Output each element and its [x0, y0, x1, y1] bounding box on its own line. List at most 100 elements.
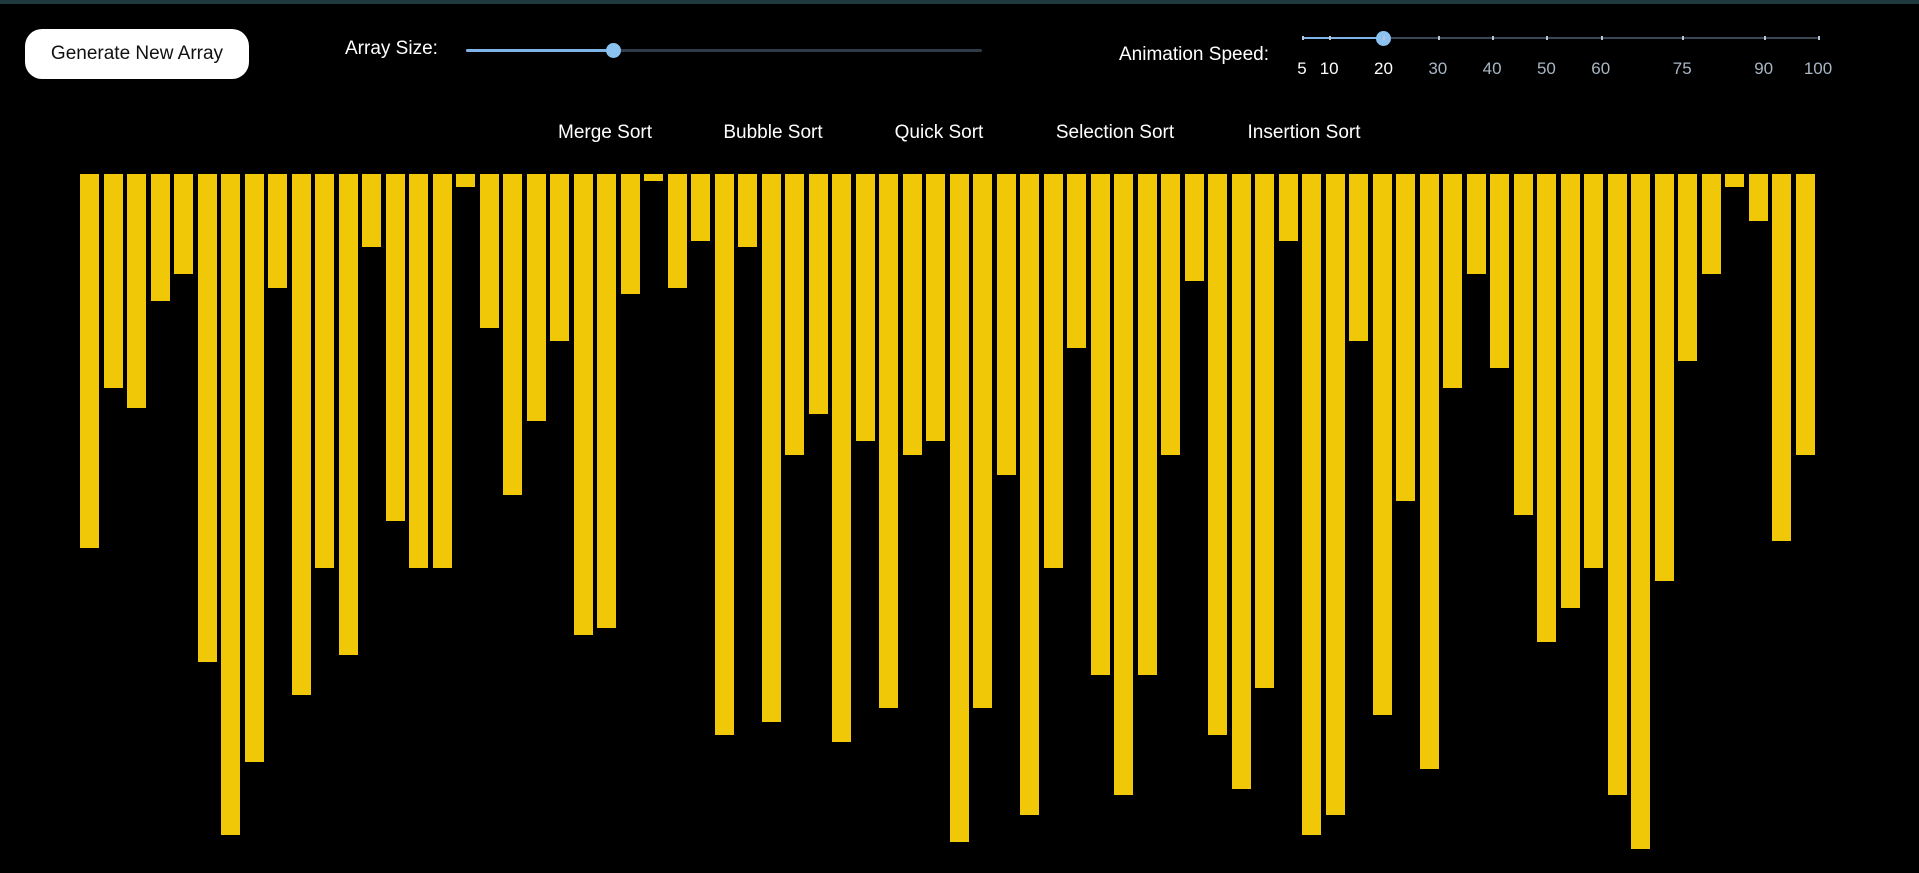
speed-tick-label: 30: [1428, 59, 1448, 78]
array-bar: [714, 174, 734, 736]
array-bar: [409, 174, 428, 569]
array-bar: [785, 174, 804, 455]
array-bar: [949, 174, 969, 842]
array-bar: [432, 174, 452, 569]
array-bar: [761, 174, 781, 722]
array-bar: [174, 174, 193, 275]
array-bar: [1396, 174, 1415, 502]
array-bar: [855, 174, 875, 442]
array-bar: [550, 174, 569, 341]
array-bar: [127, 174, 146, 408]
array-bar: [1795, 174, 1815, 455]
speed-tick-mark: [1600, 36, 1603, 40]
array-bar: [738, 174, 757, 248]
array-bar: [80, 174, 99, 549]
sort-selection-sort-link[interactable]: Selection Sort: [1055, 122, 1175, 143]
speed-tick-mark: [1329, 36, 1332, 40]
array-bar: [385, 174, 405, 522]
array-bar: [1208, 174, 1227, 736]
animation-speed-slider-fill: [1302, 37, 1384, 39]
array-bar: [1443, 174, 1462, 388]
speed-tick-label: 10: [1319, 59, 1339, 78]
array-bar: [1302, 174, 1321, 836]
array-size-slider-fill: [466, 49, 614, 52]
array-bar: [902, 174, 922, 455]
array-bar: [1654, 174, 1674, 582]
array-size-slider[interactable]: [466, 43, 982, 58]
array-bar: [808, 174, 828, 415]
sort-quick-sort-link[interactable]: Quick Sort: [894, 122, 984, 143]
array-bar: [1419, 174, 1439, 769]
sort-bubble-sort-link[interactable]: Bubble Sort: [723, 122, 823, 143]
array-bar: [926, 174, 945, 442]
array-bar: [879, 174, 898, 709]
top-border: [0, 0, 1919, 4]
speed-tick-mark: [1492, 36, 1495, 40]
array-bar: [244, 174, 264, 762]
array-bar: [1043, 174, 1063, 569]
array-bar: [573, 174, 593, 635]
array-bar: [150, 174, 170, 301]
array-bar: [1255, 174, 1274, 689]
array-bar: [620, 174, 640, 295]
array-bar: [1537, 174, 1556, 642]
speed-tick-label: 60: [1591, 59, 1611, 78]
array-bar: [1114, 174, 1133, 796]
array-bar: [1278, 174, 1298, 241]
speed-tick-label: 20: [1374, 59, 1393, 78]
array-bar: [691, 174, 710, 241]
speed-tick-label: 90: [1754, 59, 1774, 78]
array-bar: [1090, 174, 1110, 675]
sort-insertion-sort-link[interactable]: Insertion Sort: [1247, 122, 1361, 143]
array-bar: [1349, 174, 1368, 341]
animation-speed-label: Animation Speed:: [1119, 44, 1269, 65]
array-bar: [1161, 174, 1180, 455]
speed-tick-mark: [1302, 36, 1304, 40]
array-bar: [1725, 174, 1744, 188]
speed-tick-label: 100: [1803, 59, 1833, 78]
array-bar: [291, 174, 311, 696]
array-bar: [1231, 174, 1251, 789]
array-bar: [1513, 174, 1533, 515]
array-bar: [103, 174, 123, 388]
array-bar: [1560, 174, 1580, 609]
array-bar: [832, 174, 851, 742]
speed-tick-mark: [1383, 36, 1386, 40]
speed-tick-mark: [1818, 36, 1820, 40]
sort-merge-sort-link[interactable]: Merge Sort: [558, 122, 652, 143]
array-bar: [1020, 174, 1039, 816]
speed-tick-mark: [1437, 36, 1440, 40]
array-bar: [1584, 174, 1603, 569]
speed-tick-label: 50: [1536, 59, 1556, 78]
generate-new-array-button[interactable]: Generate New Array: [25, 29, 249, 79]
array-bar: [644, 174, 663, 181]
array-bar: [996, 174, 1016, 475]
speed-tick-mark: [1546, 36, 1549, 40]
array-bar: [1490, 174, 1509, 368]
speed-tick-mark: [1682, 36, 1685, 40]
speed-tick-label: 75: [1672, 59, 1692, 78]
array-bar: [1772, 174, 1791, 542]
array-bar: [503, 174, 522, 495]
array-bar: [1631, 174, 1650, 849]
array-size-slider-thumb[interactable]: [606, 43, 622, 58]
array-bar: [667, 174, 687, 288]
speed-tick-mark: [1763, 36, 1766, 40]
array-bar: [362, 174, 381, 248]
array-bar: [1466, 174, 1486, 275]
array-bar: [197, 174, 217, 662]
array-bar: [338, 174, 358, 655]
animation-speed-slider[interactable]: [1302, 31, 1820, 46]
array-bar: [1372, 174, 1392, 716]
array-bar: [1607, 174, 1627, 796]
array-bar: [1067, 174, 1086, 348]
array-bar: [221, 174, 240, 836]
array-bar: [973, 174, 992, 709]
sort-algorithm-nav: Merge Sort Bubble Sort Quick Sort Selection…: [0, 122, 1919, 152]
array-bar: [1325, 174, 1345, 816]
speed-tick-label: 40: [1482, 59, 1502, 78]
array-bar: [1701, 174, 1721, 275]
array-bar: [1184, 174, 1204, 281]
array-bar: [456, 174, 475, 188]
